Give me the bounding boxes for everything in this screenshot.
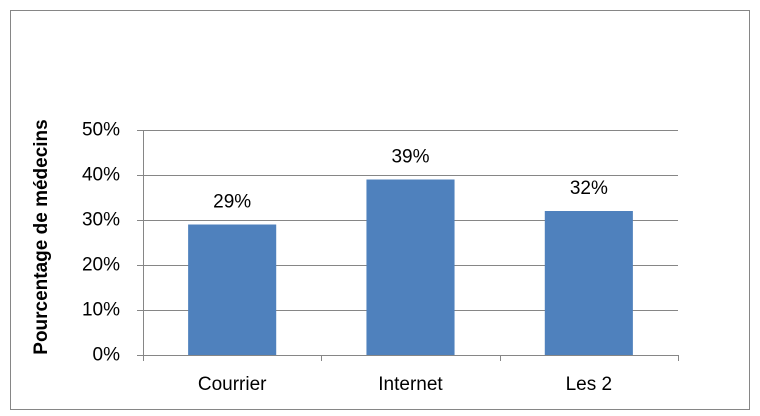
y-tick-label: 30%	[82, 210, 120, 231]
x-tick-label: Les 2	[566, 374, 612, 395]
value-label: 32%	[570, 178, 608, 199]
value-label: 39%	[391, 147, 429, 168]
y-tick-label: 0%	[93, 345, 121, 366]
x-tick-label: Courrier	[198, 374, 267, 395]
y-tick-label: 50%	[82, 120, 120, 141]
bar	[188, 224, 277, 355]
bar	[544, 211, 633, 355]
y-tick-label: 40%	[82, 165, 120, 186]
x-tick-label: Internet	[378, 374, 443, 395]
y-tick-label: 20%	[82, 255, 120, 276]
y-axis-label: Pourcentage de médecins	[31, 119, 52, 354]
value-label: 29%	[213, 192, 251, 213]
bar	[366, 179, 455, 355]
y-tick-label: 10%	[82, 300, 120, 321]
